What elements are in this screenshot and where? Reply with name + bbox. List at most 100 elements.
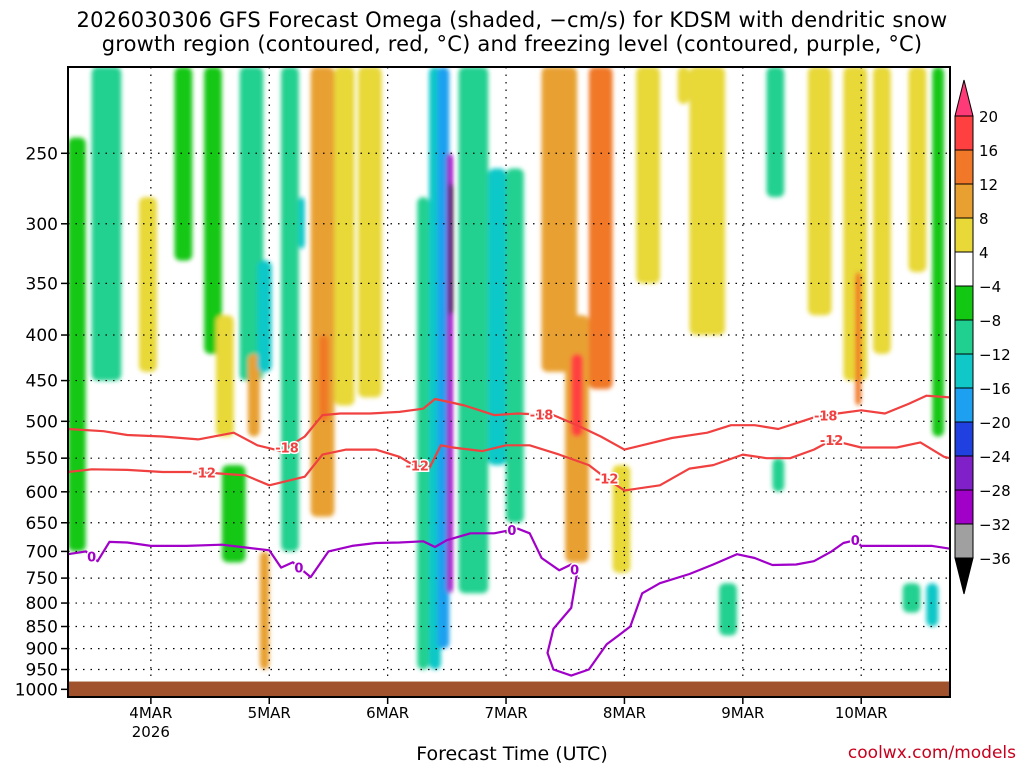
omega-band-17 — [417, 197, 430, 670]
credit-text: coolwx.com/models — [847, 743, 1016, 763]
y-tick-label-1000: 1000 — [15, 680, 58, 700]
omega-band-34 — [766, 67, 785, 198]
chart-title-line-2: growth region (contoured, red, °C) and f… — [101, 32, 923, 56]
omega-band-26 — [565, 315, 589, 563]
y-tick-label-450: 450 — [26, 372, 58, 392]
colorbar-segment-5 — [954, 251, 974, 287]
omega-band-9 — [257, 260, 272, 372]
contour-label-2-1: 0 — [294, 561, 303, 576]
colorbar-label-0: 20 — [979, 108, 998, 126]
y-tick-label-500: 500 — [26, 412, 58, 432]
contour-label-0-0: -18 — [275, 441, 299, 456]
omega-band-24 — [506, 168, 524, 523]
omega-band-38 — [855, 272, 862, 406]
colorbar: 20 16 12 8 4 −4 −8 −12 −16 −20 −24 −28 −32 −36 — [954, 79, 1011, 595]
x-tick-label-7MAR: 7MAR — [484, 704, 527, 722]
omega-band-31 — [677, 67, 690, 104]
omega-band-6 — [221, 465, 246, 563]
chart-title-line-1: 2026030306 GFS Forecast Omega (shaded, −… — [76, 8, 948, 32]
colorbar-label-3: 8 — [979, 210, 989, 228]
x-tick-label-4MAR: 4MAR — [129, 704, 172, 722]
omega-band-4 — [204, 67, 222, 354]
colorbar-segment-3 — [954, 183, 974, 219]
y-tick-label-600: 600 — [26, 483, 58, 503]
x-tick-label-10MAR: 10MAR — [835, 704, 888, 722]
omega-band-13 — [310, 67, 335, 517]
y-tick-label-250: 250 — [26, 144, 58, 164]
omega-band-5 — [215, 315, 234, 437]
colorbar-label-11: −28 — [979, 482, 1011, 500]
ground-fill — [68, 681, 950, 697]
x-tick-sublabel: 2026 — [132, 723, 170, 741]
y-tick-label-650: 650 — [26, 514, 58, 534]
omega-band-10 — [259, 551, 270, 670]
x-tick-label-5MAR: 5MAR — [248, 704, 291, 722]
omega-band-40 — [902, 583, 921, 613]
colorbar-bottom-arrow — [954, 557, 974, 595]
colorbar-segment-8 — [954, 353, 974, 389]
y-tick-label-800: 800 — [26, 594, 58, 614]
omega-band-27 — [571, 353, 583, 437]
contour-label-1-2: -12 — [595, 473, 619, 488]
omega-band-25 — [541, 67, 578, 372]
contour-label-0-1: -18 — [530, 409, 554, 424]
omega-band-8 — [247, 353, 260, 437]
omega-band-35 — [772, 458, 785, 492]
colorbar-segment-9 — [954, 387, 974, 423]
omega-band-3 — [174, 67, 193, 261]
omega-band-23 — [488, 168, 507, 466]
colorbar-label-5: −4 — [979, 278, 1001, 296]
plot-frame — [67, 66, 951, 698]
omega-band-32 — [689, 67, 726, 336]
y-tick-label-300: 300 — [26, 215, 58, 235]
colorbar-label-9: −20 — [979, 414, 1011, 432]
x-tick-label-8MAR: 8MAR — [603, 704, 646, 722]
colorbar-segment-2 — [954, 149, 974, 185]
y-tick-label-950: 950 — [26, 661, 58, 681]
colorbar-segment-6 — [954, 285, 974, 321]
colorbar-top-arrow — [954, 79, 974, 117]
omega-band-15 — [334, 67, 355, 406]
colorbar-label-2: 12 — [979, 176, 998, 194]
y-tick-label-850: 850 — [26, 617, 58, 637]
contour-label-1-3: -12 — [820, 434, 844, 449]
contour-label-1-1: -12 — [405, 459, 429, 474]
omega-band-42 — [926, 583, 939, 627]
omega-band-43 — [932, 67, 945, 437]
y-tick-label-400: 400 — [26, 326, 58, 346]
omega-band-39 — [873, 67, 891, 354]
omega-band-36 — [807, 67, 832, 316]
y-tick-label-750: 750 — [26, 569, 58, 589]
contour-label-2-2: 0 — [507, 524, 516, 539]
contour-line-2 — [68, 527, 950, 677]
omega-band-14 — [318, 335, 329, 422]
colorbar-segment-10 — [954, 421, 974, 457]
colorbar-segment-7 — [954, 319, 974, 355]
colorbar-segment-1 — [954, 115, 974, 151]
colorbar-label-4: 4 — [979, 244, 989, 262]
omega-band-12 — [298, 197, 305, 249]
x-axis-label: Forecast Time (UTC) — [416, 743, 608, 765]
contour-label-2-3: 0 — [570, 564, 579, 579]
colorbar-segment-4 — [954, 217, 974, 253]
contour-label-0-2: -18 — [814, 409, 838, 424]
colorbar-label-8: −16 — [979, 380, 1011, 398]
omega-band-11 — [281, 67, 299, 552]
colorbar-label-13: −36 — [979, 550, 1011, 568]
omega-band-22 — [458, 67, 489, 594]
y-tick-label-550: 550 — [26, 449, 58, 469]
y-tick-label-350: 350 — [26, 274, 58, 294]
colorbar-segment-13 — [954, 523, 974, 559]
colorbar-label-7: −12 — [979, 346, 1011, 364]
contour-label-2-4: 0 — [851, 534, 860, 549]
contour-label-1-0: -12 — [192, 466, 216, 481]
omega-band-21 — [449, 183, 453, 316]
omega-band-16 — [358, 67, 382, 398]
x-tick-label-6MAR: 6MAR — [366, 704, 409, 722]
omega-band-28 — [588, 67, 613, 390]
y-tick-label-700: 700 — [26, 542, 58, 562]
omega-band-29 — [612, 465, 631, 573]
contour-line-1 — [68, 439, 950, 492]
omega-band-30 — [636, 67, 660, 284]
